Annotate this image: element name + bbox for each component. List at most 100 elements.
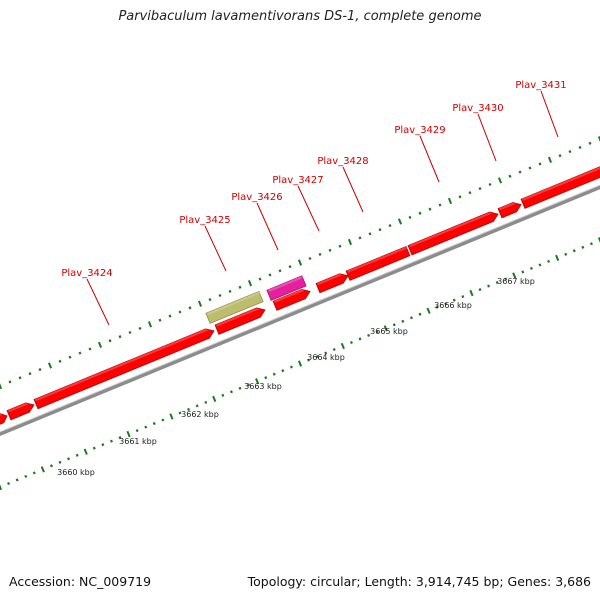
scale-label: 3667 kbp xyxy=(497,277,535,286)
scale-tick xyxy=(367,333,371,337)
rrna-feature-highlight xyxy=(206,291,260,316)
scale-tick xyxy=(572,249,576,253)
scale-tick xyxy=(204,400,208,404)
scale-tick xyxy=(409,316,413,320)
scale-tick xyxy=(161,418,165,422)
feature-layer xyxy=(0,166,600,425)
upper-tick xyxy=(478,187,482,191)
scale-tick xyxy=(349,340,353,345)
upper-tick xyxy=(438,203,442,207)
upper-tick xyxy=(347,238,353,246)
cds-arrow-highlight xyxy=(409,212,493,248)
scale-tick xyxy=(289,365,293,369)
scale-tick xyxy=(24,474,28,478)
scale-label: 3664 kbp xyxy=(307,353,345,362)
scale-tick xyxy=(281,369,285,373)
cds-arrow xyxy=(345,245,411,281)
scale-tick xyxy=(324,351,328,355)
scale-label: 3665 kbp xyxy=(370,327,408,336)
upper-tick xyxy=(138,326,142,330)
upper-tick xyxy=(428,207,432,211)
scale-tick xyxy=(581,245,585,249)
upper-tick xyxy=(88,347,92,351)
scale-tick xyxy=(144,425,148,429)
cds-arrow xyxy=(520,166,600,209)
map-title: Parvibaculum lavamentivorans DS-1, compl… xyxy=(118,9,482,24)
scale-tick xyxy=(58,460,62,464)
cds-arrow xyxy=(33,328,215,410)
scale-tick xyxy=(358,337,362,341)
upper-tick xyxy=(118,335,122,339)
scale-tick xyxy=(469,289,474,297)
scale-tick xyxy=(521,270,525,274)
cds-arrow xyxy=(214,307,266,335)
cds-arrow xyxy=(0,413,8,425)
upper-tick xyxy=(578,145,582,150)
accession-text: Accession: NC_009719 xyxy=(9,574,152,589)
gene-label: Plav_3430 xyxy=(452,103,503,114)
cds-arrow-highlight xyxy=(8,402,29,413)
scale-tick xyxy=(315,355,319,359)
scale-tick xyxy=(307,358,311,362)
upper-tick xyxy=(508,174,512,178)
upper-tick xyxy=(468,191,472,195)
scale-tick xyxy=(221,393,225,397)
cds-arrow-highlight xyxy=(216,307,260,327)
gene-leader-line xyxy=(540,90,559,138)
gene-leader-line xyxy=(477,113,497,162)
gene-label: Plav_3428 xyxy=(317,156,368,167)
upper-tick xyxy=(38,367,42,372)
upper-tick xyxy=(397,218,403,225)
scale-tick xyxy=(0,484,3,491)
scale-tick xyxy=(118,436,122,440)
cds-arrow-highlight xyxy=(347,246,407,273)
scale-tick xyxy=(375,330,379,334)
gene-label: Plav_3424 xyxy=(61,268,112,279)
scale-tick xyxy=(229,390,233,394)
scale-tick xyxy=(7,481,11,486)
rrna-feature xyxy=(205,290,264,324)
upper-tick xyxy=(408,215,412,219)
scale-tick xyxy=(297,360,303,367)
upper-tick xyxy=(388,224,392,228)
scale-tick xyxy=(340,342,345,350)
upper-tick xyxy=(597,136,600,142)
scale-tick xyxy=(512,272,517,279)
scale-tick xyxy=(392,323,396,327)
scale-label: 3666 kbp xyxy=(434,301,472,310)
scale-tick xyxy=(555,254,560,261)
upper-tick xyxy=(208,298,212,302)
topology-text: Topology: circular; Length: 3,914,745 bp… xyxy=(247,574,591,589)
upper-tick xyxy=(518,170,522,174)
cds-arrow-highlight xyxy=(317,273,343,286)
cds-arrow-highlight xyxy=(499,202,516,211)
upper-tick xyxy=(338,244,342,248)
upper-tick xyxy=(538,162,542,166)
upper-tick xyxy=(268,273,272,277)
scale-tick xyxy=(238,386,242,390)
cds-arrow-highlight xyxy=(522,166,600,201)
upper-tick xyxy=(78,351,82,355)
scale-tick xyxy=(152,421,156,426)
upper-tick xyxy=(0,383,3,390)
genome-backbone-highlight xyxy=(0,184,600,433)
cds-arrow-highlight xyxy=(0,413,3,416)
upper-tick xyxy=(197,300,203,307)
gene-label: Plav_3427 xyxy=(272,175,323,186)
scale-tick xyxy=(383,325,388,332)
upper-tick xyxy=(247,280,253,287)
upper-tick xyxy=(8,380,12,384)
cds-arrow xyxy=(497,202,522,219)
scale-tick xyxy=(247,383,251,387)
scale-tick xyxy=(597,237,600,243)
upper-tick xyxy=(568,150,572,154)
scale-tick xyxy=(195,404,199,408)
scale-tick xyxy=(564,252,568,256)
cds-arrow xyxy=(315,273,349,294)
upper-tick xyxy=(108,339,112,343)
upper-tick xyxy=(47,362,53,369)
upper-tick xyxy=(418,211,422,215)
upper-tick xyxy=(488,182,492,187)
scale-label-layer: 3660 kbp 3661 kbp 3662 kbp 3663 kbp 3664 kbp… xyxy=(57,277,535,477)
upper-tick xyxy=(158,318,162,322)
